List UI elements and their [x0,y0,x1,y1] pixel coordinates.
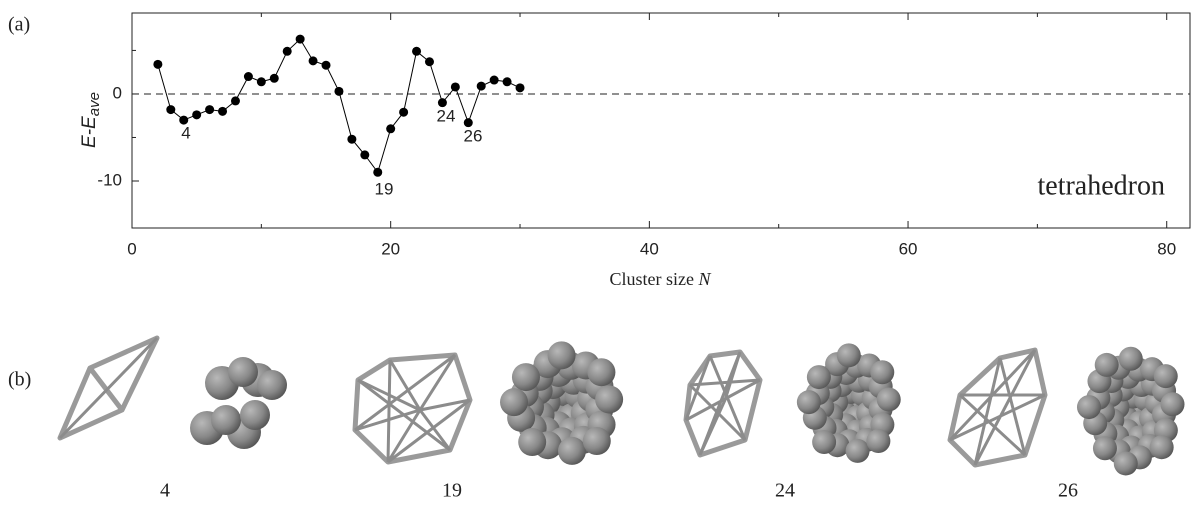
atom [1161,392,1185,416]
data-point [373,168,382,177]
legend-label: tetrahedron [1038,170,1166,201]
y-axis-label: E-Eave [79,92,103,148]
atom [1095,353,1119,377]
data-point [166,105,175,114]
data-point [425,57,434,66]
x-tick-label: 20 [381,239,400,258]
atom [877,387,901,411]
data-point [192,110,201,119]
data-point [412,47,421,56]
atom [837,343,861,367]
atom [870,360,894,384]
data-point [334,87,343,96]
data-point [477,82,486,91]
annotation: 4 [181,123,190,142]
data-point [283,47,292,56]
figure: (a) (b) 0 20 40 60 80 -10 0 Cluster size N E-Eav… [0,0,1192,506]
data-point [218,107,227,116]
x-axis-label: Cluster size N [610,269,712,289]
series-line [158,39,520,172]
x-tick-label: 0 [127,239,136,258]
data-point [399,108,408,117]
atom [583,427,611,455]
panel-label: (b) [8,369,31,391]
data-point [360,150,369,159]
data-point [309,56,318,65]
atom [1119,347,1143,371]
structure-label: 26 [1058,480,1078,502]
atom [587,358,615,386]
y-tick-label: 0 [113,83,122,102]
data-point [270,74,279,83]
atom [1077,395,1101,419]
data-point [153,60,162,69]
data-point [257,77,266,86]
data-point [451,82,460,91]
atom [595,385,623,413]
data-point [296,35,305,44]
y-tick-label: -10 [97,170,122,189]
atom [558,437,586,465]
atom [500,388,528,416]
atom [812,430,836,454]
atom [846,439,870,463]
x-axis-label-var: N [697,269,711,289]
x-tick-label: 40 [640,239,659,258]
plot-frame [132,13,1190,228]
plot: 0 20 40 60 80 -10 0 Cluster size N E-Eave tetrahe… [79,13,1190,289]
x-tick-label: 60 [899,239,918,258]
annotation: 19 [375,179,394,198]
data-point [490,76,499,85]
data-point [322,61,331,70]
atom [1154,364,1178,388]
annotation: 26 [464,126,483,145]
y-axis-label-sub: ave [86,92,103,116]
data-point [205,105,214,114]
data-point [386,124,395,133]
x-tick-label: 80 [1157,239,1176,258]
annotation: 24 [437,106,456,125]
data-point [231,96,240,105]
data-point [347,135,356,144]
atom [866,429,890,453]
structure-images [60,338,1185,475]
data-point [244,72,253,81]
structure-label: 4 [160,480,170,502]
atom [512,363,540,391]
atom [807,365,831,389]
data-point [503,77,512,86]
atom [1114,451,1138,475]
x-axis-label-text: Cluster size [610,269,699,289]
atom [548,341,576,369]
structure-label: 19 [442,480,462,502]
y-axis-label-text: E-E [79,116,100,148]
structure-label: 24 [775,480,795,502]
atom [518,428,546,456]
data-point [516,83,525,92]
panel-label: (a) [8,14,30,36]
atom [1150,435,1174,459]
atom [797,390,821,414]
atom [1093,436,1117,460]
